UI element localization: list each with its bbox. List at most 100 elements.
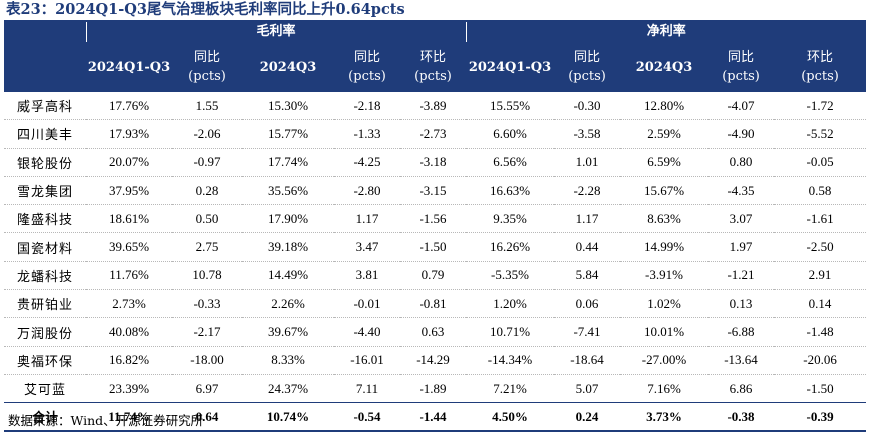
value-cell-gross-ytd: 40.08% [86,317,172,347]
value-cell-gross-ytd-yoy: 6.97 [172,374,242,404]
value-cell-gross-q3: 15.77% [242,119,334,149]
value-cell-gross-ytd-yoy: 0.50 [172,204,242,234]
value-cell-gross-ytd: 18.61% [86,204,172,234]
value-cell-net-q3: 10.01% [620,317,709,347]
table-row: 艾可蓝 23.39% 6.97 24.37% 7.11 -1.89 7.21% 5.07 7.1… [4,374,867,404]
value-cell-gross-ytd: 17.76% [86,92,172,121]
value-cell-gross-q3-yoy: -16.01 [334,346,400,375]
value-cell-gross-q3-qoq: -2.73 [400,119,467,149]
value-cell-net-q3: 2.59% [620,119,709,149]
total-value-cell-net-ytd: 4.50% [466,402,555,432]
value-cell-gross-q3: 17.74% [242,148,334,177]
value-cell-net-ytd-yoy: 0.06 [554,289,621,319]
total-value-cell-net-q3: 3.73% [620,402,709,432]
value-cell-net-ytd-yoy: -0.30 [554,92,621,121]
value-cell-gross-q3-qoq: -3.89 [400,92,467,121]
company-name-cell: 万润股份 [4,317,86,347]
col-header-net-q3: 2024Q3 [620,42,709,92]
company-name-cell: 四川美丰 [4,119,86,149]
value-cell-gross-q3-yoy: 7.11 [334,374,400,404]
value-cell-gross-q3-yoy: -0.01 [334,289,400,319]
value-cell-net-ytd: 6.56% [466,148,555,177]
company-name-cell: 龙蟠科技 [4,261,86,291]
value-cell-gross-ytd-yoy: -2.17 [172,317,242,347]
table-row: 威孚高科 17.76% 1.55 15.30% -2.18 -3.89 15.55% -0.3… [4,92,867,121]
value-cell-net-q3-qoq: -20.06 [774,346,867,375]
value-cell-net-q3-qoq: -5.52 [774,119,867,149]
value-cell-net-ytd-yoy: 1.01 [554,148,621,177]
value-cell-net-ytd-yoy: 5.07 [554,374,621,404]
value-cell-gross-q3: 8.33% [242,346,334,375]
group-header-gross-margin: 毛利率 [85,22,467,42]
value-cell-net-q3-qoq: -1.50 [774,374,867,404]
value-cell-gross-ytd: 20.07% [86,148,172,177]
value-cell-net-ytd-yoy: -2.28 [554,176,621,206]
col-header-gross-q3-qoq: 环比 (pcts) [400,42,467,92]
col-header-gross-q3-yoy: 同比 (pcts) [334,42,400,92]
value-cell-gross-q3-qoq: -1.50 [400,232,467,262]
value-cell-gross-ytd: 16.82% [86,346,172,375]
value-cell-gross-q3-qoq: -3.15 [400,176,467,206]
col-header-net-q3-yoy: 同比 (pcts) [708,42,775,92]
value-cell-net-ytd-yoy: 5.84 [554,261,621,291]
value-cell-gross-ytd-yoy: -2.06 [172,119,242,149]
value-cell-net-q3-yoy: -6.88 [708,317,775,347]
value-cell-net-ytd: 10.71% [466,317,555,347]
value-cell-net-q3-qoq: 2.91 [774,261,867,291]
value-cell-gross-q3-qoq: -0.81 [400,289,467,319]
value-cell-net-q3-qoq: 0.58 [774,176,867,206]
value-cell-net-ytd-yoy: 1.17 [554,204,621,234]
value-cell-net-q3-qoq: -1.48 [774,317,867,347]
company-name-cell: 雪龙集团 [4,176,86,206]
value-cell-gross-ytd: 23.39% [86,374,172,404]
table-row: 万润股份 40.08% -2.17 39.67% -4.40 0.63 10.71% -7.4… [4,317,867,347]
title-rule [4,20,866,22]
value-cell-gross-ytd-yoy: 2.75 [172,232,242,262]
company-name-cell: 国瓷材料 [4,232,86,262]
value-cell-gross-ytd-yoy: 10.78 [172,261,242,291]
value-cell-net-ytd: -14.34% [466,346,555,375]
value-cell-net-q3-yoy: -4.07 [708,92,775,121]
value-cell-net-ytd: 16.63% [466,176,555,206]
value-cell-net-q3: 1.02% [620,289,709,319]
col-header-net-ytd: 2024Q1-Q3 [466,42,555,92]
value-cell-gross-ytd-yoy: 1.55 [172,92,242,121]
value-cell-gross-q3-yoy: 1.17 [334,204,400,234]
value-cell-net-q3: 12.80% [620,92,709,121]
value-cell-gross-q3-qoq: 0.63 [400,317,467,347]
table-row: 奥福环保 16.82% -18.00 8.33% -16.01 -14.29 -14.34%… [4,346,867,375]
value-cell-gross-q3: 14.49% [242,261,334,291]
value-cell-net-q3: -27.00% [620,346,709,375]
table-row: 雪龙集团 37.95% 0.28 35.56% -2.80 -3.15 16.63% -2.2… [4,176,867,206]
gross-net-margin-table: 毛利率 净利率 2024Q1-Q3 同比 (pcts) 2024Q3 同比 (pcts) 环… [4,22,867,432]
value-cell-gross-ytd-yoy: -18.00 [172,346,242,375]
value-cell-gross-ytd: 39.65% [86,232,172,262]
value-cell-gross-ytd: 17.93% [86,119,172,149]
value-cell-gross-q3-yoy: -2.80 [334,176,400,206]
table-row: 龙蟠科技 11.76% 10.78 14.49% 3.81 0.79 -5.35% 5.84-… [4,261,867,291]
value-cell-net-ytd: 6.60% [466,119,555,149]
table-row: 四川美丰 17.93% -2.06 15.77% -1.33 -2.73 6.60% -3.5… [4,119,867,149]
value-cell-gross-q3: 2.26% [242,289,334,319]
value-cell-gross-ytd: 2.73% [86,289,172,319]
company-name-cell: 奥福环保 [4,346,86,375]
value-cell-net-q3-yoy: 3.07 [708,204,775,234]
value-cell-net-q3-yoy: 0.13 [708,289,775,319]
value-cell-gross-ytd-yoy: 0.28 [172,176,242,206]
table-title: 表23：2024Q1-Q3尾气治理板块毛利率同比上升0.64pcts [6,1,405,18]
total-label-cell: 合计 [4,402,86,432]
value-cell-net-ytd-yoy: 0.44 [554,232,621,262]
value-cell-gross-q3-qoq: -3.18 [400,148,467,177]
value-cell-gross-ytd-yoy: -0.97 [172,148,242,177]
value-cell-net-ytd-yoy: -18.64 [554,346,621,375]
total-value-cell-gross-q3-yoy: -0.54 [334,402,400,432]
col-header-net-q3-qoq: 环比 (pcts) [774,42,867,92]
company-name-cell: 隆盛科技 [4,204,86,234]
value-cell-gross-q3-qoq: -14.29 [400,346,467,375]
header-corner [4,22,86,42]
value-cell-gross-q3-qoq: -1.89 [400,374,467,404]
value-cell-net-ytd: 15.55% [466,92,555,121]
value-cell-gross-q3-qoq: -1.56 [400,204,467,234]
value-cell-net-q3-qoq: -2.50 [774,232,867,262]
company-name-cell: 威孚高科 [4,92,86,121]
